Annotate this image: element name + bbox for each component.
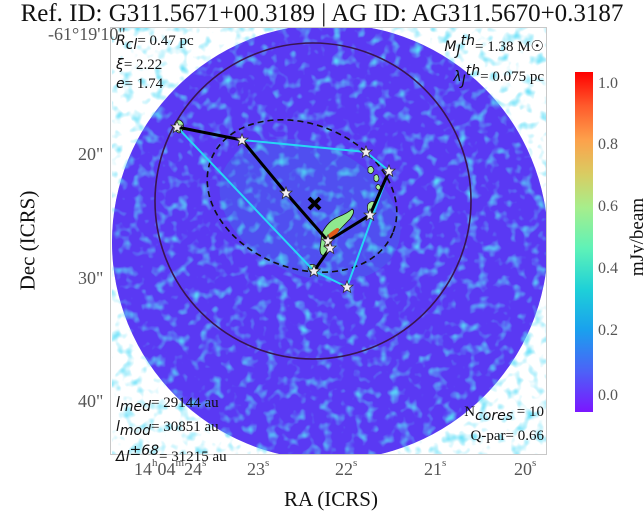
y-tick-2: 30": [78, 268, 104, 288]
annotation-top-left: Rcl= 0.47 pc ξ= 2.22 e= 1.74: [116, 32, 194, 94]
y-tick-3: 40": [78, 391, 104, 411]
colorbar-tick-1.0: 1.0: [598, 75, 618, 92]
xi-value: ξ= 2.22: [116, 57, 163, 73]
l-mod: lmod= 30851 au: [116, 419, 219, 439]
fov-circle: [154, 42, 472, 360]
x-tick-0: 14h04m24s: [134, 457, 207, 479]
delta-l: Δl±68= 31215 au: [116, 443, 227, 465]
clump-radius: Rcl= 0.47 pc: [116, 33, 194, 53]
colorbar-tick-0.8: 0.8: [598, 136, 618, 153]
e-value: e= 1.74: [116, 76, 164, 92]
n-cores: Ncores = 10: [464, 404, 544, 424]
x-tick-3: 21s: [424, 457, 447, 479]
clump-center-icon: [307, 196, 322, 211]
clump-ellipse: [206, 119, 398, 273]
colorbar-tick-0.4: 0.4: [598, 260, 618, 277]
colorbar: [575, 72, 593, 412]
jeans-mass: MJth= 1.38 M☉: [444, 33, 544, 59]
annotation-bottom-right: Ncores = 10 Q-par= 0.66: [464, 403, 544, 446]
y-tick-0: -61°19'10": [48, 24, 126, 44]
annotation-bottom-left: lmed= 29144 au lmod= 30851 au Δl±68= 312…: [116, 394, 227, 467]
x-tick-4: 20s: [514, 457, 537, 479]
colorbar-tick-0.6: 0.6: [598, 198, 618, 215]
jeans-length: λJth= 0.075 pc: [453, 63, 544, 89]
colorbar-label: mJy/beam: [627, 197, 644, 277]
x-axis-label: RA (ICRS): [284, 487, 378, 511]
plot-title: Ref. ID: G311.5671+00.3189 | AG ID: AG31…: [20, 0, 624, 27]
x-tick-1: 23s: [247, 457, 270, 479]
colorbar-tick-0.2: 0.2: [598, 322, 618, 339]
colorbar-tick-0.0: 0.0: [598, 387, 618, 404]
y-axis-label: Dec (ICRS): [15, 190, 40, 291]
x-tick-2: 22s: [335, 457, 358, 479]
q-par: Q-par= 0.66: [470, 428, 544, 444]
l-med: lmed= 29144 au: [116, 395, 219, 415]
annotation-top-right: MJth= 1.38 M☉ λJth= 0.075 pc: [444, 32, 544, 92]
y-tick-1: 20": [78, 144, 104, 164]
